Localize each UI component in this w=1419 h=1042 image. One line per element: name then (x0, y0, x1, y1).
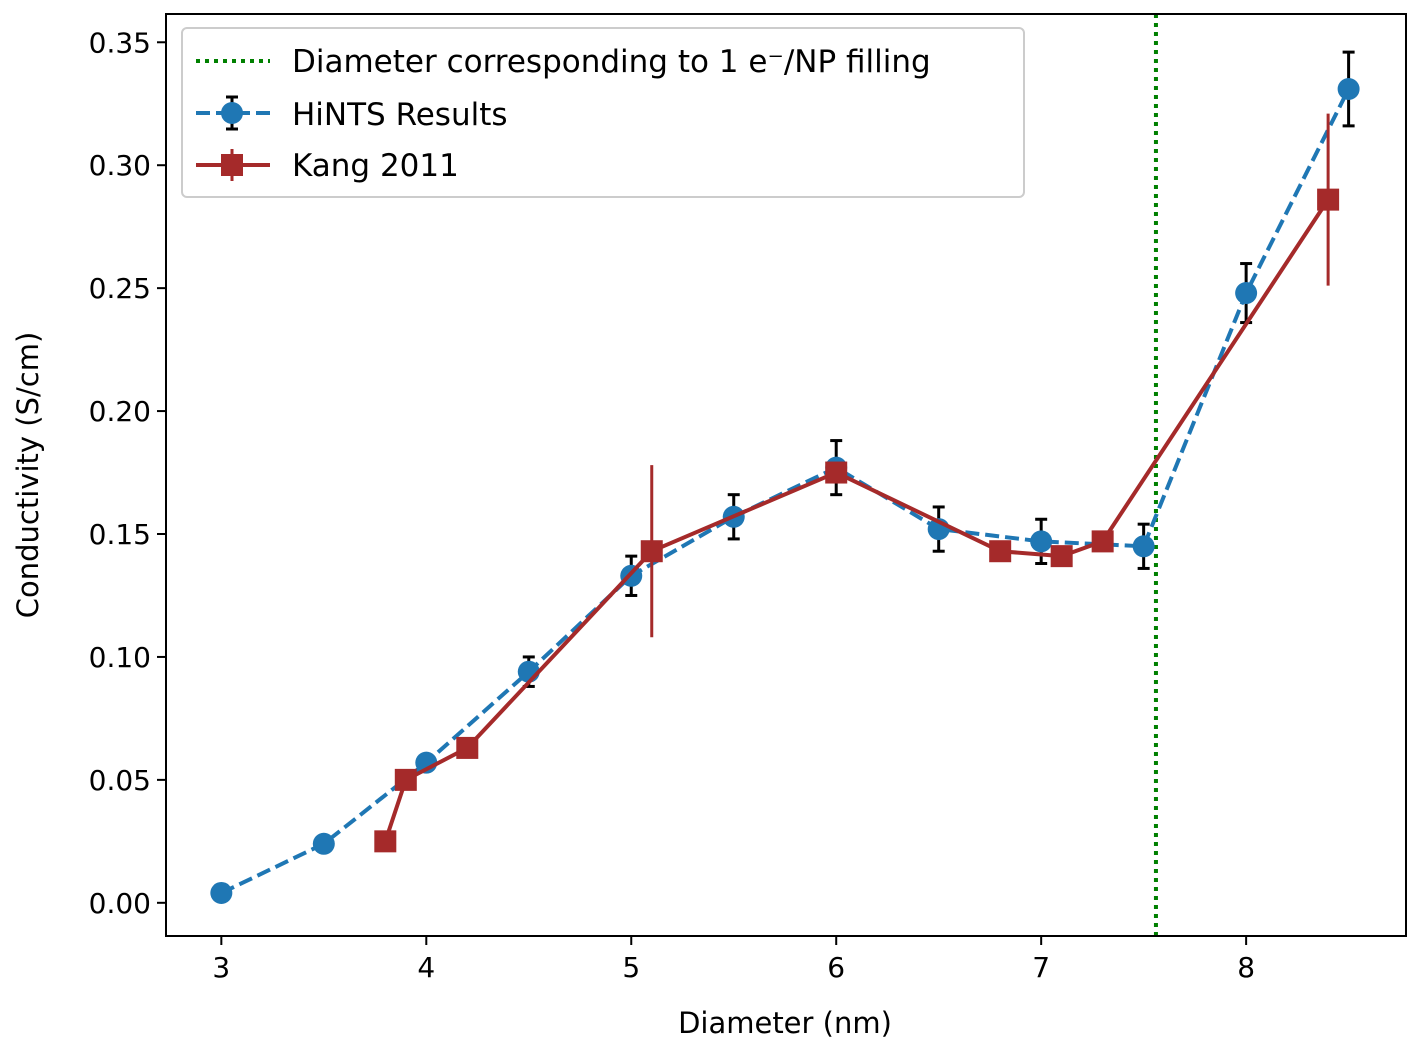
x-tick-label: 5 (622, 951, 640, 984)
data-point-kang (1050, 545, 1073, 568)
y-tick-label: 0.00 (89, 887, 151, 920)
x-tick-label: 3 (212, 951, 230, 984)
y-tick-label: 0.30 (89, 149, 151, 182)
series-layer (210, 50, 1360, 904)
legend-hints-swatch-marker (221, 102, 243, 124)
series-kang (374, 113, 1340, 853)
data-point-hints (1030, 530, 1053, 553)
legend: Diameter corresponding to 1 e⁻/NP fillin… (181, 27, 1025, 198)
data-point-kang (825, 461, 848, 484)
data-point-kang (640, 540, 663, 563)
plot-frame (165, 13, 1407, 937)
x-tick-label: 7 (1032, 951, 1050, 984)
data-point-kang (1317, 188, 1340, 211)
legend-kang-swatch-marker (221, 154, 243, 176)
data-point-kang (394, 768, 417, 791)
data-point-kang (374, 830, 397, 853)
y-tick-label: 0.35 (89, 26, 151, 59)
y-axis-title: Conductivity (S/cm) (11, 332, 45, 619)
y-tick-label: 0.20 (89, 395, 151, 428)
y-tick-label: 0.15 (89, 518, 151, 551)
legend-box (181, 27, 1025, 198)
y-tick-label: 0.10 (89, 641, 151, 674)
data-point-kang (989, 540, 1012, 563)
data-point-hints (312, 832, 335, 855)
data-point-kang (456, 736, 479, 759)
legend-label-threshold: Diameter corresponding to 1 e⁻/NP fillin… (292, 44, 931, 80)
y-tick-label: 0.25 (89, 272, 151, 305)
x-tick-label: 4 (417, 951, 435, 984)
data-point-hints (1132, 535, 1155, 558)
data-point-hints (1235, 282, 1258, 305)
data-point-hints (210, 881, 233, 904)
legend-label-kang: Kang 2011 (292, 148, 459, 184)
axes-layer: 3 4 5 6 7 8 0.00 0.05 0.10 0.15 0.20 0.25 0.30 0.35 (89, 26, 1255, 984)
data-point-kang (1091, 530, 1114, 553)
x-axis-title: Diameter (nm) (678, 1006, 892, 1040)
legend-label-hints: HiNTS Results (292, 97, 508, 133)
x-tick-label: 8 (1237, 951, 1255, 984)
data-point-hints (1337, 77, 1360, 100)
x-tick-label: 6 (827, 951, 845, 984)
y-tick-label: 0.05 (89, 764, 151, 797)
